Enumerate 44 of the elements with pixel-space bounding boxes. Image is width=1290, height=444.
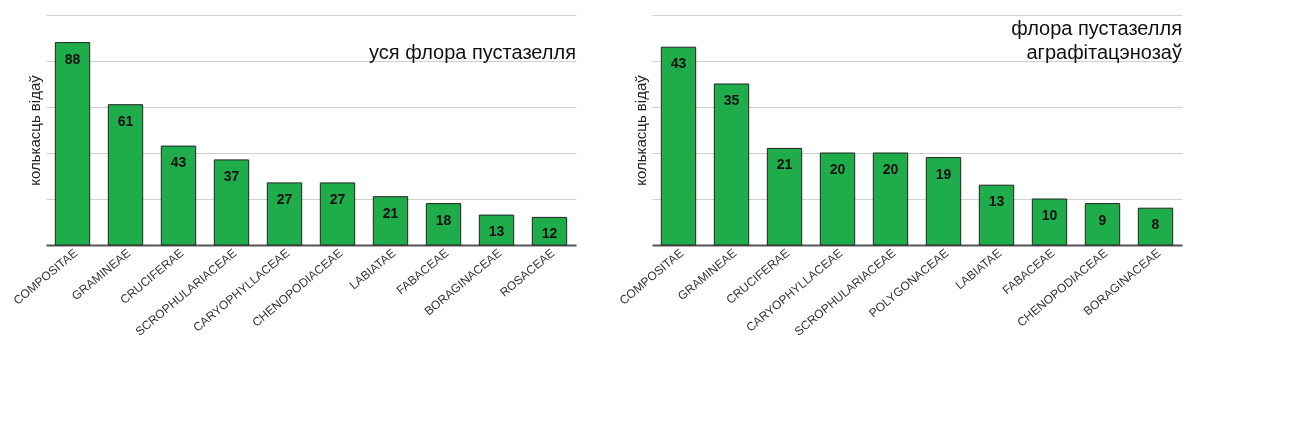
data-label: 18 [435,211,452,228]
bar [925,157,962,246]
data-label: 8 [1151,216,1160,233]
data-label: 35 [723,92,740,108]
data-label: 21 [776,156,793,173]
data-label: 12 [541,225,558,242]
data-label: 20 [882,161,899,177]
bar [766,147,803,246]
data-label: 13 [988,193,1005,210]
data-label: 13 [488,223,505,240]
y-axis-title: колькасць відаў [25,74,43,186]
data-label: 61 [117,112,134,129]
bar [478,214,515,246]
text: уся флора пустазелля [368,41,576,63]
bar [1084,203,1121,246]
data-label: 88 [64,50,81,67]
data-label: 27 [276,190,293,207]
text: флора пустазелля аграфітацэнозаў [1011,17,1182,63]
data-label: 43 [670,55,687,72]
data-label: 43 [170,154,187,171]
data-label: 19 [935,165,952,182]
bar [660,46,697,246]
data-label: 37 [223,167,240,184]
data-label: 27 [329,190,346,207]
bar [372,196,409,246]
bar [425,203,462,246]
bar [160,145,197,246]
bar [107,104,144,246]
bar [319,182,356,246]
data-label: 10 [1041,207,1058,223]
data-label: 20 [829,161,846,177]
bar [266,182,303,246]
bar [978,184,1015,246]
bar [531,216,568,246]
bar [213,159,250,246]
bar [819,152,856,246]
bar [1137,207,1174,246]
y-axis-title: колькасць відаў [631,74,649,186]
bar [872,152,909,246]
bar [54,42,91,246]
data-label: 9 [1098,211,1107,228]
bar [1031,198,1068,246]
data-label: 21 [382,204,399,221]
bar [713,83,750,246]
